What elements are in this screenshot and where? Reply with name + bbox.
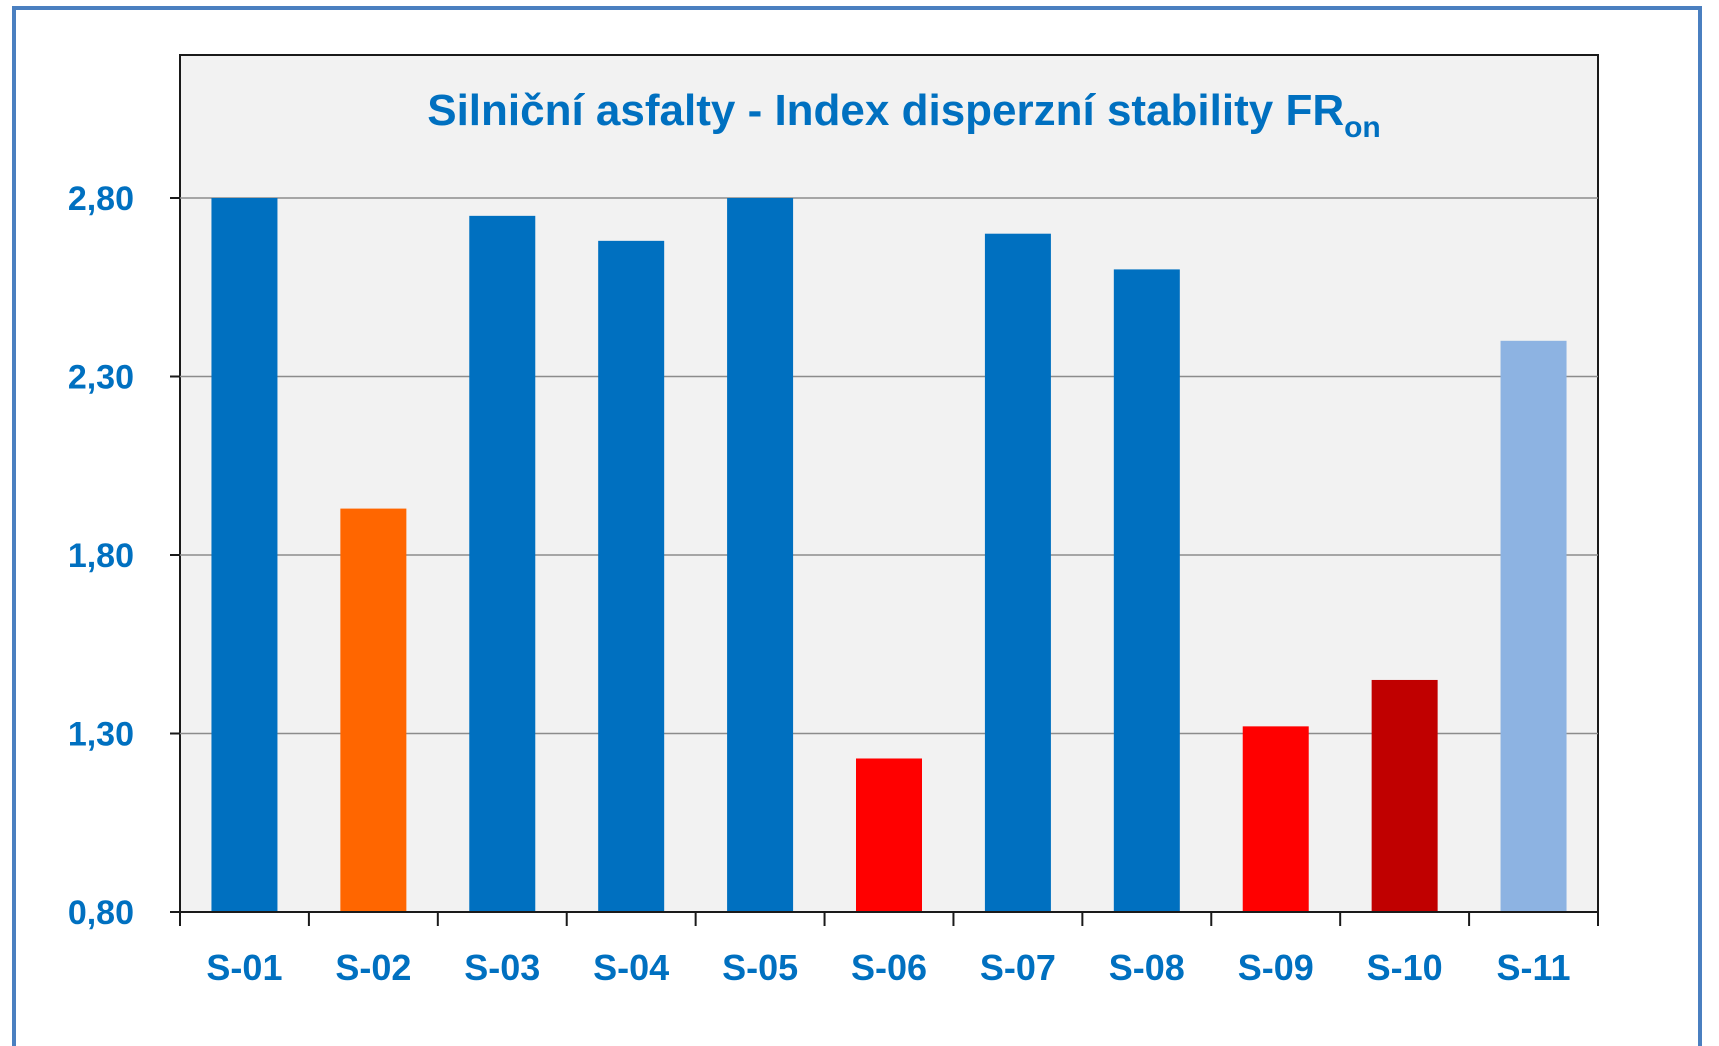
bars (211, 198, 1567, 913)
bar-s-10 (1371, 679, 1438, 912)
bar-s-04 (598, 240, 665, 913)
x-tick-label: S-01 (206, 947, 282, 988)
x-axis-labels: S-01 S-02 S-03 S-04 S-05 S-06 S-07 S-08 S-09 S-10… (206, 947, 1570, 988)
x-tick-label: S-10 (1367, 947, 1443, 988)
outer-frame (12, 6, 1702, 1046)
x-tick-label: S-07 (980, 947, 1056, 988)
x-tick-label: S-02 (335, 947, 411, 988)
y-axis-labels: 2,80 2,30 1,80 1,30 0,80 (68, 180, 134, 932)
bar-s-01 (211, 198, 278, 912)
bar-s-08 (1113, 269, 1180, 912)
chart-title-subscript: on (1344, 111, 1381, 144)
x-tick-label: S-09 (1238, 947, 1314, 988)
chart-title: Silniční asfalty - Index disperzní stabi… (427, 86, 1381, 144)
y-tick-label: 1,80 (68, 537, 134, 575)
x-tick-label: S-08 (1109, 947, 1185, 988)
y-tick-label: 2,30 (68, 359, 134, 397)
bar-s-07 (984, 233, 1051, 912)
y-tick-label: 2,80 (68, 180, 134, 218)
x-tick-label: S-06 (851, 947, 927, 988)
bar-s-05 (727, 198, 794, 912)
bar-s-11 (1500, 340, 1567, 912)
bar-s-09 (1242, 726, 1309, 912)
bar-s-06 (856, 758, 922, 912)
x-tick-label: S-03 (464, 947, 540, 988)
x-tick-label: S-04 (593, 947, 669, 988)
x-tick-label: S-05 (722, 947, 798, 988)
x-axis-ticks (179, 912, 1599, 926)
chart-title-main: Silniční asfalty - Index disperzní stabi… (427, 86, 1344, 135)
bar-s-02 (340, 508, 407, 912)
x-tick-label: S-11 (1497, 947, 1571, 988)
bar-s-03 (469, 215, 536, 913)
y-tick-label: 1,30 (68, 716, 134, 754)
gridlines (170, 197, 1598, 913)
y-tick-label: 0,80 (68, 894, 134, 932)
